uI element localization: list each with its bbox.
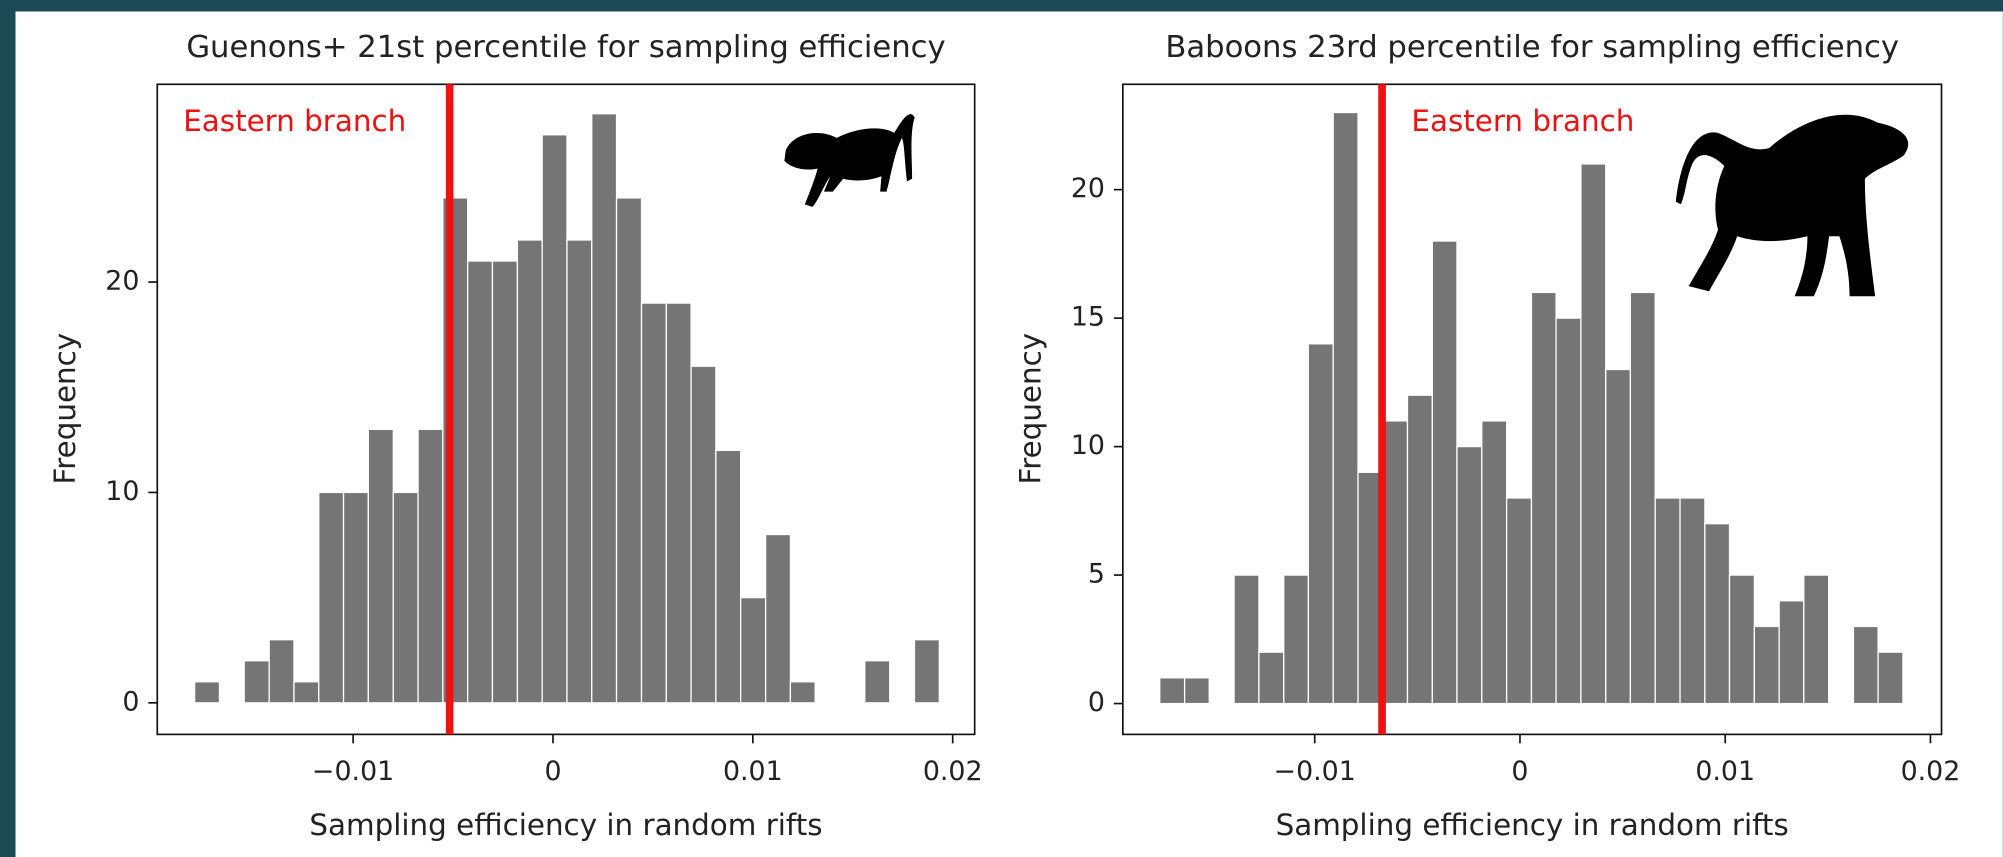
bar — [1803, 574, 1830, 705]
bar — [864, 660, 891, 704]
bar — [1753, 625, 1780, 705]
bar — [1258, 651, 1285, 705]
bar — [1580, 163, 1607, 705]
bar — [268, 639, 295, 704]
bar — [516, 239, 543, 704]
bar — [566, 239, 593, 704]
bar — [367, 428, 394, 704]
bar — [1456, 445, 1483, 705]
y-tick-label: 0 — [1088, 687, 1105, 718]
bar — [1505, 497, 1533, 705]
bar — [789, 681, 816, 704]
bar — [1629, 291, 1656, 705]
x-tick-label: 0.02 — [1901, 756, 1961, 787]
plot-frame — [156, 83, 976, 736]
bar — [1654, 497, 1681, 705]
bar — [491, 260, 519, 704]
y-axis-label: Frequency — [48, 333, 82, 485]
y-tick-label: 20 — [105, 266, 139, 297]
bar — [1778, 600, 1805, 705]
bar — [1382, 420, 1409, 705]
annotation-text: Eastern branch — [1411, 104, 1634, 138]
bar — [342, 491, 369, 704]
x-tick-label: 0 — [544, 756, 561, 787]
bar — [1679, 497, 1706, 705]
bar — [1728, 574, 1755, 705]
x-axis-label: Sampling efficiency in random rifts — [1276, 808, 1789, 842]
bar — [1307, 343, 1334, 705]
bar — [615, 197, 643, 704]
bar — [318, 491, 345, 704]
x-tick-label: 0.02 — [923, 756, 983, 787]
bar — [293, 681, 320, 704]
x-tick-label: −0.01 — [1274, 756, 1356, 787]
bar — [1481, 420, 1508, 705]
y-tick-label: 15 — [1071, 302, 1105, 333]
bar — [1233, 574, 1260, 705]
bar — [1530, 291, 1557, 705]
bar — [1159, 677, 1186, 705]
y-tick-label: 10 — [105, 476, 139, 507]
bar — [715, 449, 742, 704]
panel — [15, 11, 2003, 857]
bar — [467, 260, 494, 704]
bar — [690, 365, 717, 704]
bar — [640, 302, 667, 704]
x-tick-label: 0.01 — [1695, 756, 1755, 787]
y-tick-label: 20 — [1071, 173, 1105, 204]
bar — [392, 491, 419, 704]
y-tick-label: 5 — [1088, 559, 1105, 590]
bar — [665, 302, 692, 704]
x-tick-label: 0 — [1511, 756, 1528, 787]
bar — [1877, 651, 1904, 705]
bar — [1704, 523, 1731, 705]
bar — [194, 681, 221, 704]
y-tick-label: 10 — [1071, 430, 1105, 461]
plot-frame — [1122, 83, 1943, 736]
x-tick-label: −0.01 — [312, 756, 394, 787]
bar — [243, 660, 270, 704]
bar — [1283, 574, 1310, 705]
y-tick-label: 0 — [122, 686, 139, 717]
bar — [1332, 111, 1359, 705]
bar — [764, 533, 792, 704]
chart-title: Baboons 23rd percentile for sampling eff… — [1165, 30, 1899, 65]
annotation-text: Eastern branch — [183, 104, 406, 138]
bar — [1605, 368, 1632, 705]
monkey-silhouette — [784, 114, 915, 207]
bar — [541, 134, 568, 704]
x-tick-label: 0.01 — [723, 756, 783, 787]
y-axis-label: Frequency — [1014, 333, 1048, 485]
bar — [1183, 677, 1210, 705]
bar — [417, 428, 444, 704]
chart-title: Guenons+ 21st percentile for sampling ef… — [186, 30, 945, 65]
bar — [1406, 394, 1433, 705]
baboon-silhouette — [1675, 114, 1909, 297]
bar — [1852, 625, 1879, 705]
bar — [1555, 317, 1582, 705]
x-axis-label: Sampling efficiency in random rifts — [309, 808, 822, 842]
bar — [1431, 240, 1458, 705]
bar — [913, 639, 940, 704]
bar — [591, 113, 618, 704]
bar — [740, 596, 767, 704]
